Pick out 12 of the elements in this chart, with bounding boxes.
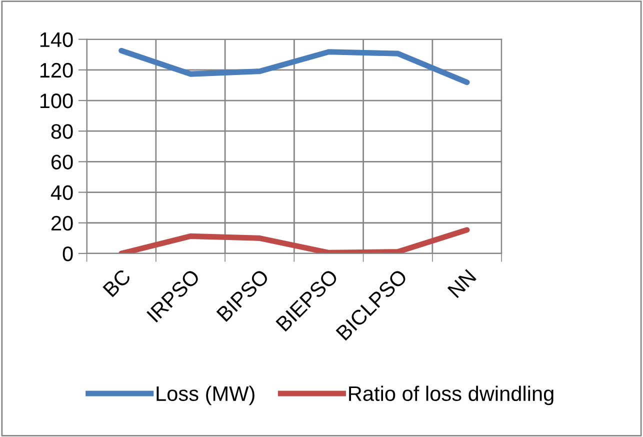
y-tick-label: 60 (52, 154, 73, 170)
y-tick-label: 100 (40, 94, 73, 108)
y-tick-label: 40 (50, 185, 73, 200)
y-tick-label: 140 (40, 32, 73, 48)
legend-label: Ratio of loss dwindling (349, 386, 554, 406)
y-tick-label: 0 (62, 246, 73, 262)
legend-label: Loss (MW) (156, 386, 254, 406)
y-tick-label: 20 (51, 216, 73, 231)
y-tick-label: 120 (40, 62, 73, 78)
x-tick-label: NN (447, 269, 476, 298)
y-tick-label: 80 (51, 124, 73, 139)
x-tick-label: BC (102, 268, 132, 298)
